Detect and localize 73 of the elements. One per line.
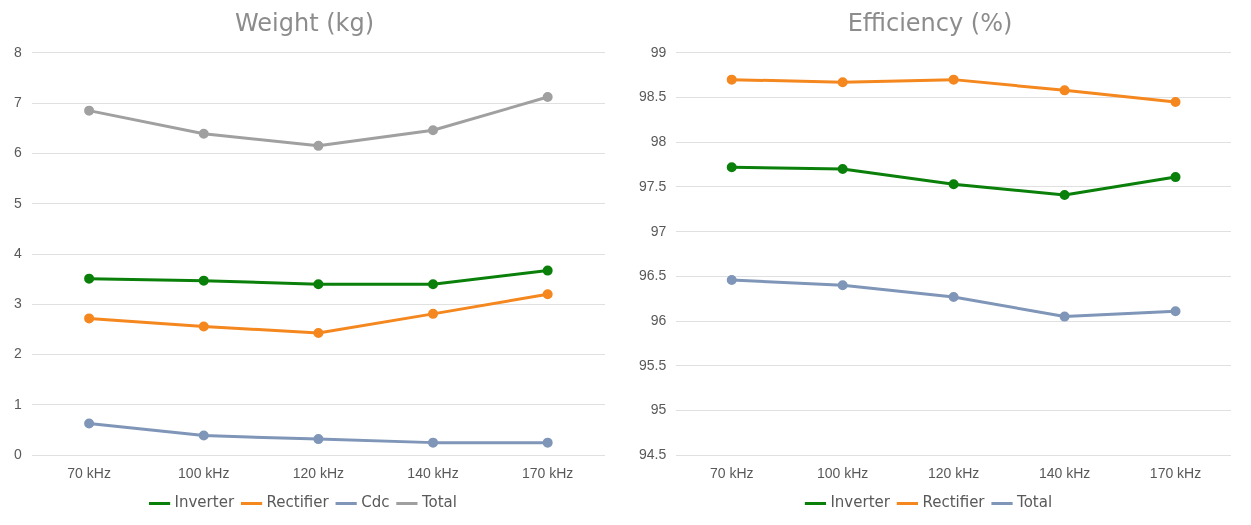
point	[313, 327, 324, 338]
y-tick-label: 98	[650, 133, 667, 150]
x-tick-label: 120 kHz	[292, 465, 345, 482]
point	[726, 74, 737, 85]
y-tick-label: 95.5	[639, 356, 667, 373]
point	[428, 308, 439, 319]
legend-label: Inverter	[830, 493, 891, 512]
point	[84, 313, 95, 324]
x-tick-label: 100 kHz	[178, 465, 230, 482]
legend-label: Total	[420, 493, 457, 512]
legend-label: Inverter	[174, 493, 235, 512]
legend-label: Rectifier	[266, 493, 330, 512]
point	[313, 279, 324, 290]
chart-title: Efficiency (%)	[847, 8, 1013, 37]
point	[1059, 85, 1070, 96]
point	[837, 77, 848, 88]
point	[726, 162, 737, 173]
point	[542, 289, 553, 300]
y-tick-label: 3	[13, 295, 22, 312]
y-tick-label: 1	[13, 395, 22, 412]
point	[1059, 311, 1070, 322]
point	[542, 265, 553, 276]
point	[313, 434, 324, 445]
x-tick-label: 170 kHz	[1149, 465, 1202, 482]
y-tick-label: 8	[13, 43, 22, 60]
point	[948, 74, 959, 85]
y-tick-label: 2	[13, 345, 22, 362]
point	[428, 437, 439, 448]
point	[542, 92, 553, 103]
point	[726, 274, 737, 285]
y-tick-label: 0	[13, 446, 22, 463]
y-tick-label: 7	[13, 93, 22, 110]
x-tick-label: 70 kHz	[67, 465, 111, 482]
chart-title: Weight (kg)	[234, 8, 375, 37]
legend-label: Cdc	[361, 493, 390, 512]
point	[313, 140, 324, 151]
y-tick-label: 97.5	[639, 177, 667, 194]
point	[837, 164, 848, 175]
point	[198, 275, 209, 286]
x-tick-label: 120 kHz	[927, 465, 980, 482]
point	[198, 430, 209, 441]
y-tick-label: 99	[650, 43, 667, 60]
y-tick-label: 94.5	[639, 446, 667, 463]
point	[84, 273, 95, 284]
y-tick-label: 97	[650, 222, 667, 239]
x-tick-label: 140 kHz	[1038, 465, 1091, 482]
point	[198, 128, 209, 139]
y-tick-label: 98.5	[639, 88, 667, 105]
point	[1170, 306, 1181, 317]
y-tick-label: 4	[13, 244, 22, 261]
point	[837, 280, 848, 291]
x-tick-label: 70 kHz	[709, 465, 754, 482]
point	[428, 279, 439, 290]
y-tick-label: 96.5	[639, 267, 667, 284]
point	[84, 418, 95, 429]
point	[948, 291, 959, 302]
y-tick-label: 5	[13, 194, 22, 211]
y-tick-label: 96	[650, 311, 667, 328]
legend-label: Total	[1016, 493, 1053, 512]
legend-label: Rectifier	[922, 493, 986, 512]
point	[542, 437, 553, 448]
x-tick-label: 170 kHz	[522, 465, 574, 482]
y-tick-label: 95	[650, 401, 667, 418]
x-tick-label: 100 kHz	[816, 465, 869, 482]
point	[198, 321, 209, 332]
y-tick-label: 6	[13, 144, 22, 161]
x-tick-label: 140 kHz	[407, 465, 459, 482]
point	[428, 125, 439, 136]
point	[1170, 96, 1181, 107]
point	[948, 179, 959, 190]
point	[1059, 189, 1070, 200]
point	[1170, 172, 1181, 183]
point	[84, 105, 95, 116]
